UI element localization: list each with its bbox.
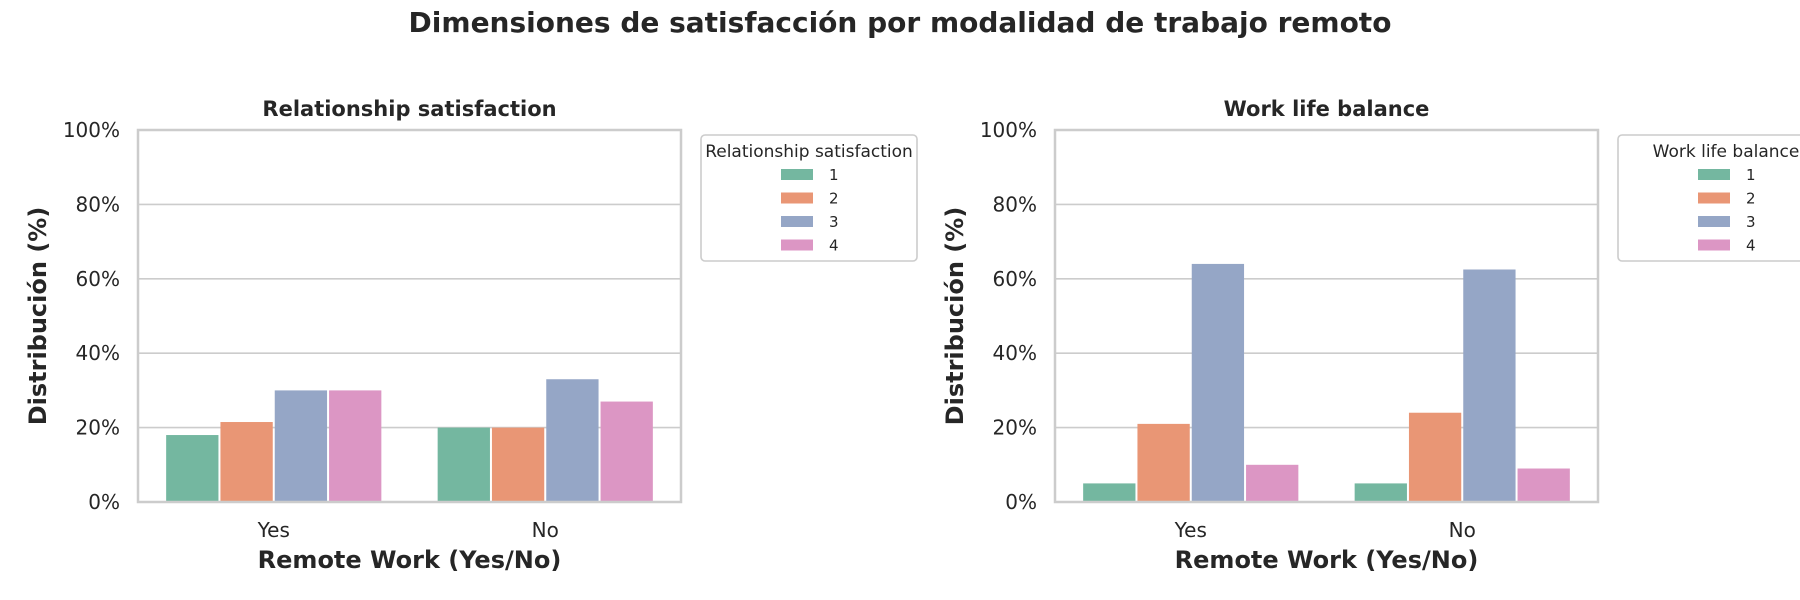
legend-swatch-1 bbox=[781, 169, 813, 180]
legend-title: Relationship satisfaction bbox=[705, 142, 913, 162]
legend-swatch-4 bbox=[1698, 239, 1730, 251]
bar-yes-1 bbox=[1083, 483, 1136, 502]
y-tick-label: 20% bbox=[76, 416, 120, 440]
y-tick-label: 60% bbox=[76, 267, 120, 291]
y-tick-label: 80% bbox=[76, 192, 120, 216]
x-tick-label: No bbox=[532, 518, 559, 542]
plot-frame bbox=[1053, 128, 1600, 504]
legend-label-4: 4 bbox=[829, 237, 839, 255]
x-axis-label: Remote Work (Yes/No) bbox=[258, 546, 562, 574]
bar-yes-4 bbox=[329, 390, 382, 502]
legend-label-4: 4 bbox=[1746, 237, 1756, 255]
legend-swatch-3 bbox=[1698, 216, 1730, 227]
legend-label-2: 2 bbox=[1746, 190, 1756, 208]
x-tick-label: Yes bbox=[257, 518, 290, 542]
legend-label-3: 3 bbox=[829, 213, 839, 231]
bar-no-4 bbox=[1517, 468, 1570, 502]
bar-no-2 bbox=[1408, 412, 1462, 502]
y-tick-label: 100% bbox=[980, 118, 1037, 142]
bar-no-4 bbox=[600, 401, 653, 502]
suptitle: Dimensiones de satisfacción por modalida… bbox=[409, 6, 1392, 39]
legend-label-1: 1 bbox=[829, 166, 839, 184]
bar-no-1 bbox=[437, 427, 490, 502]
panel-title: Work life balance bbox=[1224, 97, 1430, 121]
y-tick-label: 80% bbox=[993, 192, 1037, 216]
y-tick-label: 20% bbox=[993, 416, 1037, 440]
legend: Relationship satisfaction 1 2 3 4 bbox=[700, 134, 918, 262]
panel-title: Relationship satisfaction bbox=[262, 97, 556, 121]
y-tick-label: 0% bbox=[88, 490, 120, 514]
y-tick-label: 60% bbox=[993, 267, 1037, 291]
legend-swatch-2 bbox=[781, 192, 813, 204]
legend-swatch-2 bbox=[1698, 192, 1730, 204]
bar-yes-2 bbox=[220, 422, 273, 502]
bar-yes-3 bbox=[1191, 263, 1245, 502]
bar-no-3 bbox=[546, 379, 599, 502]
legend-label-1: 1 bbox=[1746, 166, 1756, 184]
y-axis-label: Distribución (%) bbox=[24, 207, 52, 426]
y-tick-label: 100% bbox=[63, 118, 120, 142]
y-tick-label: 40% bbox=[76, 341, 120, 365]
legend: Work life balance 1 2 3 4 bbox=[1617, 134, 1800, 262]
legend-label-2: 2 bbox=[829, 190, 839, 208]
panel-work-life-balance: Work life balance 0% 20% 40% 60% 80% 100% Yes No… bbox=[941, 97, 1800, 574]
bar-no-3 bbox=[1463, 269, 1516, 502]
legend-swatch-4 bbox=[781, 239, 813, 251]
panel-relationship-satisfaction: Relationship satisfaction 0% 20% 40% 60% 80% 1… bbox=[24, 97, 918, 574]
y-tick-label: 0% bbox=[1005, 490, 1037, 514]
x-axis-label: Remote Work (Yes/No) bbox=[1175, 546, 1479, 574]
legend-swatch-1 bbox=[1698, 169, 1730, 180]
legend-label-3: 3 bbox=[1746, 213, 1756, 231]
bar-yes-4 bbox=[1246, 464, 1299, 502]
x-tick-label: No bbox=[1449, 518, 1476, 542]
y-tick-label: 40% bbox=[993, 341, 1037, 365]
plot-frame bbox=[136, 128, 683, 504]
bar-yes-3 bbox=[274, 390, 328, 502]
bar-no-1 bbox=[1354, 483, 1407, 502]
x-tick-label: Yes bbox=[1174, 518, 1207, 542]
bar-no-2 bbox=[491, 427, 545, 502]
legend-title: Work life balance bbox=[1653, 142, 1800, 162]
bar-yes-1 bbox=[166, 435, 219, 502]
legend-swatch-3 bbox=[781, 216, 813, 227]
bar-yes-2 bbox=[1137, 423, 1190, 502]
y-axis-label: Distribución (%) bbox=[941, 207, 969, 426]
